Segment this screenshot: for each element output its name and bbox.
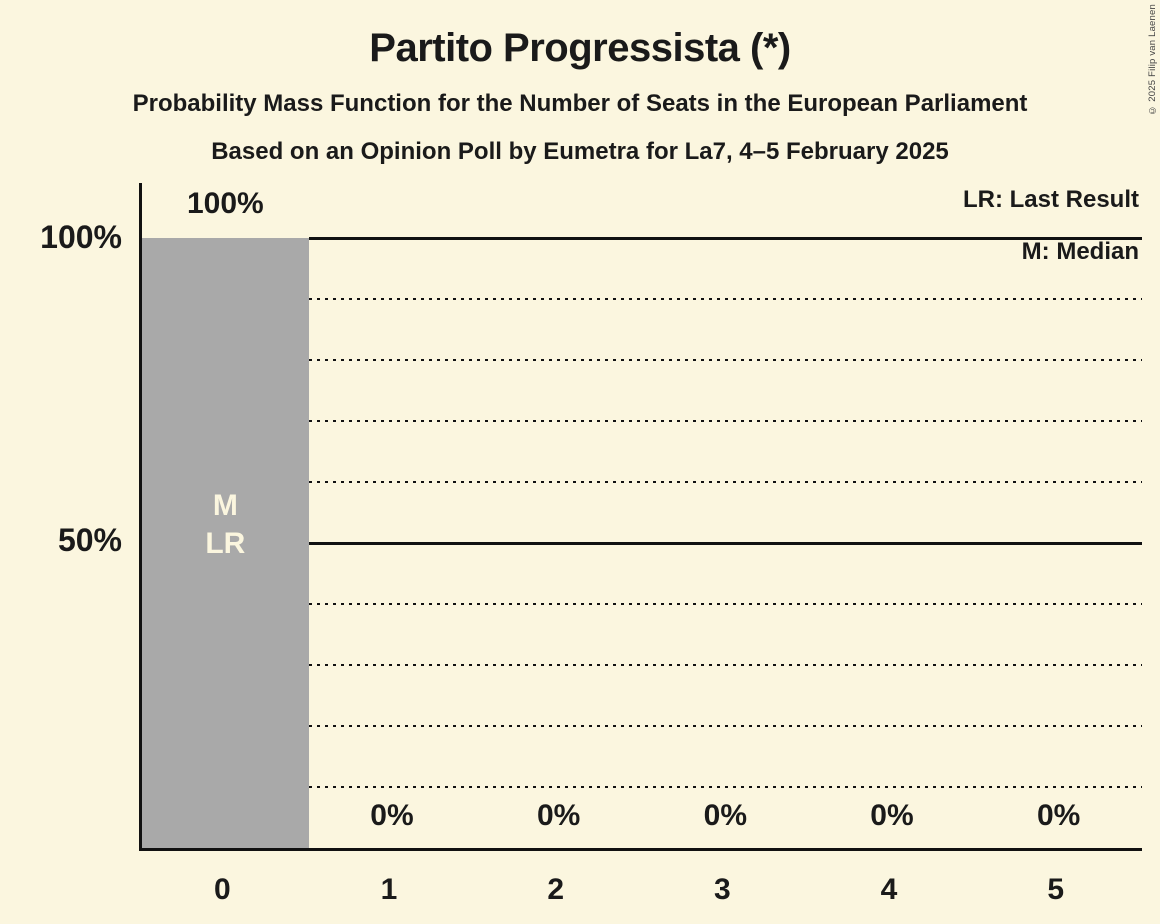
bar-value-label-seat-3: 0% bbox=[703, 799, 747, 832]
copyright-notice: © 2025 Filip van Laenen bbox=[1147, 4, 1158, 116]
gridline-dotted-60 bbox=[308, 481, 1142, 483]
gridline-dotted-90 bbox=[308, 298, 1142, 300]
x-tick-3: 3 bbox=[714, 873, 731, 906]
x-tick-1: 1 bbox=[380, 873, 398, 906]
chart-source-line: Based on an Opinion Poll by Eumetra for … bbox=[211, 138, 949, 165]
bar-seat-0: M LR bbox=[142, 238, 309, 848]
bar-value-label-seat-2: 0% bbox=[536, 799, 581, 832]
last-result-marker: LR bbox=[205, 527, 246, 560]
gridline-dotted-10 bbox=[308, 786, 1142, 788]
y-axis-label-50: 50% bbox=[57, 522, 122, 558]
gridline-solid-50 bbox=[308, 542, 1142, 545]
chart-subtitle: Probability Mass Function for the Number… bbox=[132, 90, 1028, 117]
bar-value-label-seat-5: 0% bbox=[1036, 799, 1081, 832]
x-tick-4: 4 bbox=[880, 873, 898, 906]
bar-markers: M LR bbox=[142, 487, 309, 563]
gridline-dotted-40 bbox=[308, 603, 1142, 605]
x-tick-0: 0 bbox=[213, 873, 231, 906]
gridline-dotted-30 bbox=[308, 664, 1142, 666]
median-marker: M bbox=[212, 489, 238, 522]
bar-value-label-seat-1: 0% bbox=[370, 799, 414, 832]
x-tick-5: 5 bbox=[1047, 873, 1065, 906]
bar-value-label-seat-0: 100% bbox=[186, 187, 264, 220]
gridline-dotted-80 bbox=[308, 359, 1142, 361]
page-title: Partito Progressista (*) bbox=[369, 26, 791, 70]
plot-area: M LR 100% 0% 0% 0% 0% 0% bbox=[139, 183, 1142, 851]
gridline-dotted-70 bbox=[308, 420, 1142, 422]
bar-value-label-seat-4: 0% bbox=[870, 799, 914, 832]
x-tick-2: 2 bbox=[547, 873, 565, 906]
gridline-solid-100 bbox=[308, 237, 1142, 240]
legend-last-result: LR: Last Result bbox=[962, 186, 1139, 213]
gridline-dotted-20 bbox=[308, 725, 1142, 727]
legend-median: M: Median bbox=[1021, 238, 1139, 265]
x-axis: 0 1 2 3 4 5 bbox=[139, 870, 1139, 910]
y-axis-label-100: 100% bbox=[40, 219, 122, 255]
